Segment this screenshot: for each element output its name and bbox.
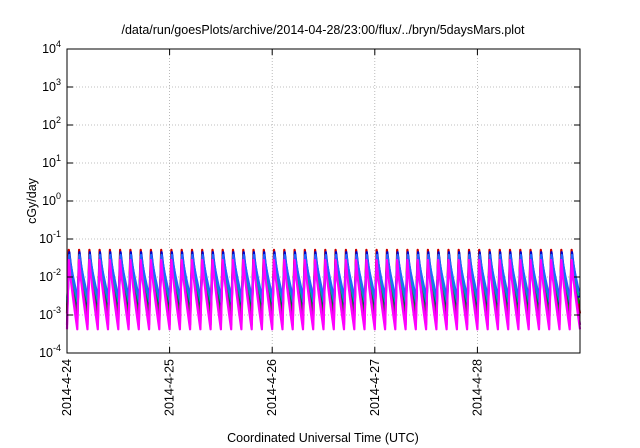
- y-tick-label: 10-1: [39, 229, 61, 246]
- series-group: [65, 248, 582, 331]
- x-axis-label: Coordinated Universal Time (UTC): [227, 431, 419, 445]
- x-tick-label: 2014-4-27: [368, 359, 382, 416]
- y-axis-label: cGy/day: [25, 177, 39, 224]
- y-tick-label: 10-2: [39, 267, 61, 284]
- y-tick-label: 10-4: [39, 343, 61, 360]
- y-tick-label: 103: [42, 77, 61, 94]
- y-tick-label: 10-3: [39, 305, 61, 322]
- y-tick-label: 102: [42, 115, 61, 132]
- x-tick-label: 2014-4-24: [60, 359, 74, 416]
- y-tick-label: 100: [42, 191, 61, 208]
- series-line: [65, 258, 582, 331]
- y-tick-label: 104: [42, 39, 61, 56]
- x-tick-label: 2014-4-28: [470, 359, 484, 416]
- series-line: [66, 253, 581, 300]
- x-tick-label: 2014-4-25: [163, 359, 177, 416]
- chart-title: /data/run/goesPlots/archive/2014-04-28/2…: [121, 23, 525, 37]
- y-tick-label: 101: [42, 153, 61, 170]
- axes: 10-4 10-3 10-2 10-1 100 101 102 103 104 2014-4-24…: [39, 39, 580, 416]
- x-tick-label: 2014-4-26: [265, 359, 279, 416]
